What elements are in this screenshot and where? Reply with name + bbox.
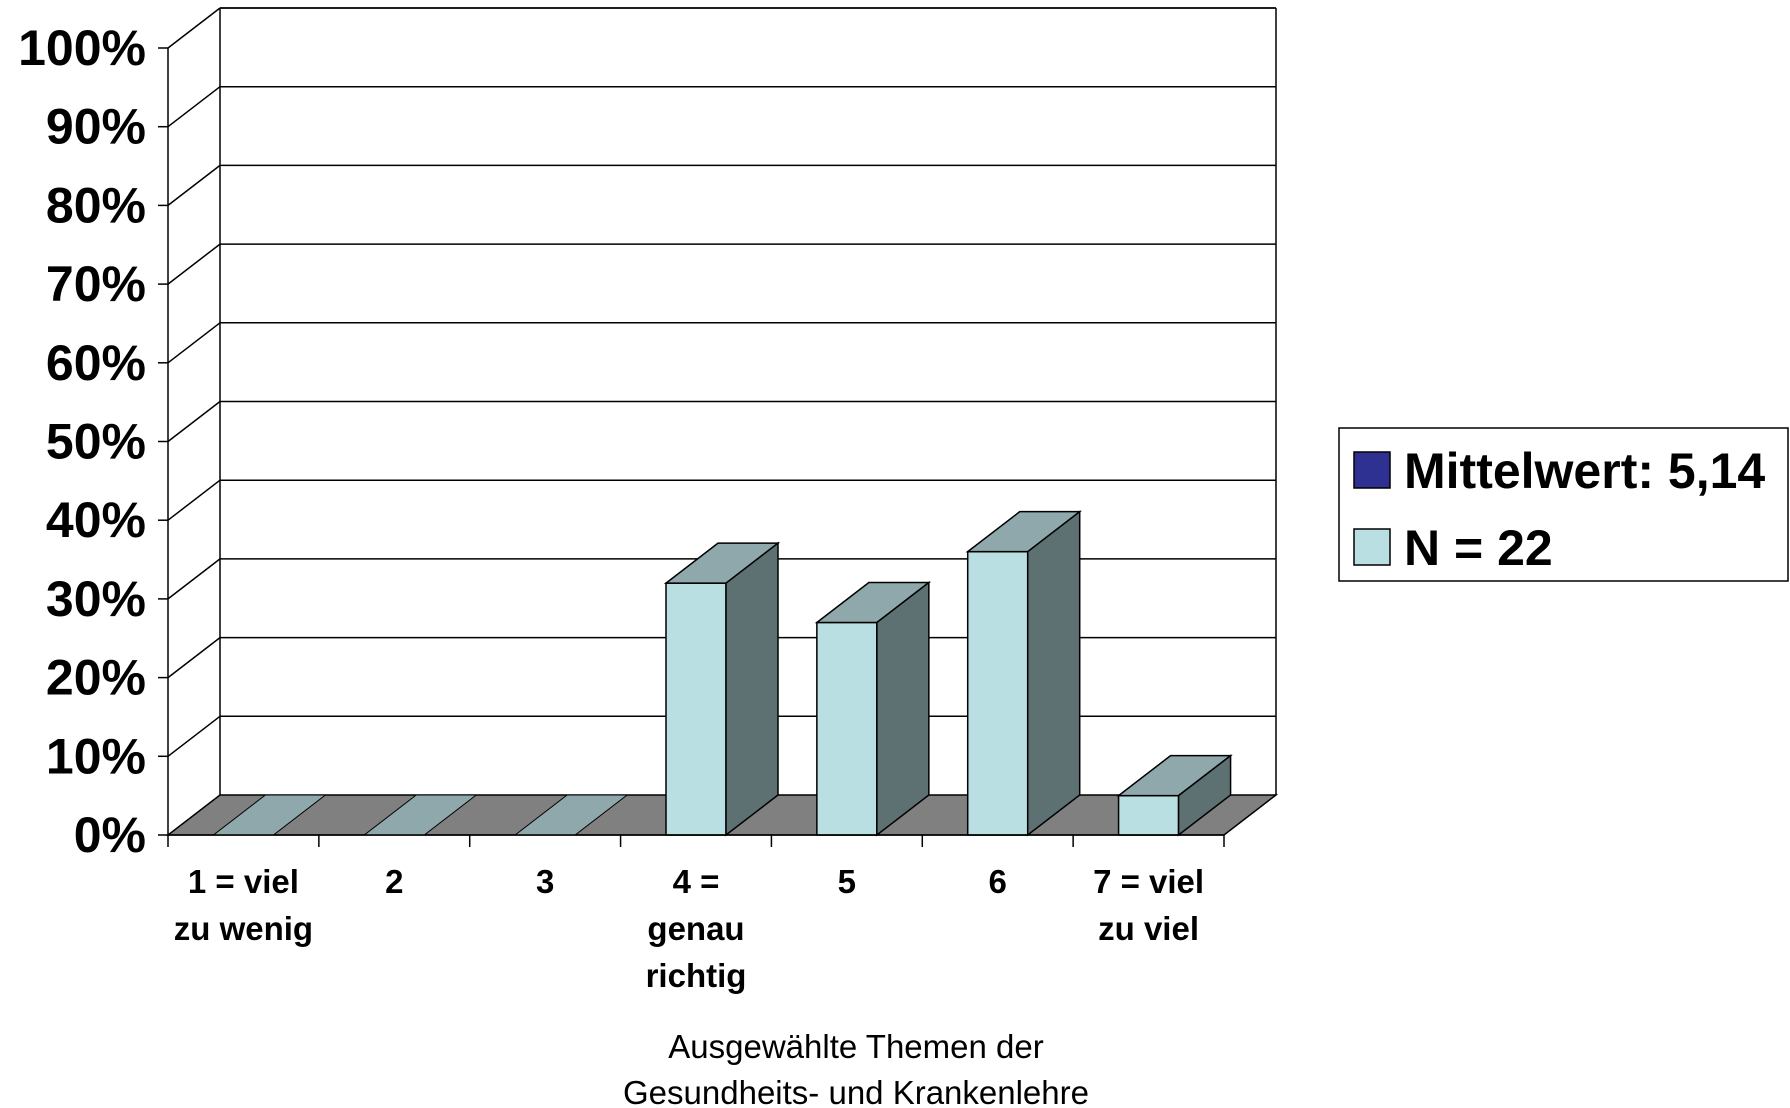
grid-diagonal (167, 164, 221, 206)
bar-6 (965, 510, 1082, 837)
legend-swatch (1353, 451, 1391, 489)
y-tick-label: 20% (46, 650, 146, 706)
x-tick-label-line: 2 (385, 863, 403, 900)
grid-diagonal (167, 7, 221, 49)
x-tick-label-line: 6 (989, 863, 1007, 900)
x-tick-label-line: 3 (536, 863, 554, 900)
x-axis-title: Ausgewählte Themen der Gesundheits- und K… (623, 1028, 1089, 1108)
x-axis-title-line: Gesundheits- und Krankenlehre (623, 1074, 1089, 1108)
y-tick-label: 50% (46, 414, 146, 470)
y-tick-label: 10% (46, 728, 146, 784)
x-tick-label-line: zu wenig (174, 910, 313, 947)
bar-front (1117, 794, 1180, 836)
x-tick-label-line: genau (647, 910, 744, 947)
x-axis: 1 = viel zu wenig 2 3 4 = genau richtig 5 6 7 = v… (167, 834, 1225, 1108)
grid-diagonal (167, 558, 221, 600)
legend-box (1338, 427, 1789, 582)
x-tick-label: 5 (838, 863, 856, 900)
bars (211, 510, 1233, 837)
grid-diagonal (167, 400, 221, 443)
y-tick-label: 60% (46, 335, 146, 391)
grid-diagonal (167, 243, 221, 285)
y-tick-label: 40% (46, 492, 146, 548)
bar-front (816, 621, 878, 836)
y-tick-label: 70% (46, 256, 146, 312)
y-tick-label: 90% (46, 99, 146, 155)
bar-side (1026, 510, 1081, 837)
bar-front (665, 582, 727, 836)
bar-front (966, 550, 1029, 836)
x-tick-label: 2 (385, 863, 403, 900)
legend-swatch (1353, 528, 1391, 566)
legend-label: Mittelwert: 5,14 (1404, 443, 1765, 499)
x-tick-label-line: 7 = viel (1093, 863, 1204, 900)
x-tick-label-line: 1 = viel (188, 863, 299, 900)
grid-diagonal (167, 479, 221, 521)
bar-4 (663, 541, 781, 837)
bar-side (876, 580, 930, 837)
x-tick-label-line: richtig (646, 957, 747, 994)
y-tick-label: 80% (46, 177, 146, 233)
x-tick-label: 4 = genau richtig (646, 863, 747, 994)
y-tick-label: 100% (18, 20, 146, 76)
bar-side (725, 541, 779, 837)
legend: Mittelwert: 5,14 N = 22 (1338, 427, 1789, 582)
x-axis-title-line: Ausgewählte Themen der (668, 1028, 1043, 1065)
x-tick-label: 7 = viel zu viel (1093, 863, 1204, 947)
x-tick-label-line: 5 (838, 863, 856, 900)
bar-7 (1116, 754, 1233, 837)
grid-diagonal (167, 322, 221, 364)
x-tick-label-line: zu viel (1098, 910, 1199, 947)
y-tick-label: 30% (46, 571, 146, 627)
grid-diagonal (167, 86, 221, 128)
grid-diagonal (167, 715, 221, 757)
bar-5 (814, 580, 932, 837)
x-tick-label: 6 (989, 863, 1007, 900)
grid-diagonal (167, 637, 221, 679)
x-tick-label-line: 4 = (673, 863, 720, 900)
bar-side (1177, 754, 1232, 837)
x-tick-label: 3 (536, 863, 554, 900)
y-tick-label: 0% (74, 807, 146, 863)
y-axis: 0% 10% 20% 30% 40% 50% 60% 70% 80% 90% 100% (18, 20, 169, 863)
x-tick-label: 1 = viel zu wenig (174, 863, 313, 947)
legend-label: N = 22 (1404, 520, 1553, 576)
